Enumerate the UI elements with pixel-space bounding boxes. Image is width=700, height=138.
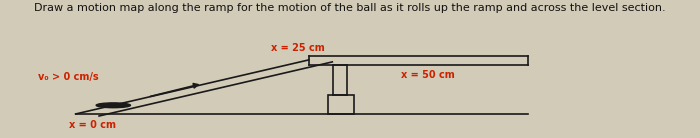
Bar: [328, 95, 354, 114]
Text: x = 25 cm: x = 25 cm: [271, 43, 325, 53]
Text: Draw a motion map along the ramp for the motion of the ball as it rolls up the r: Draw a motion map along the ramp for the…: [34, 3, 666, 13]
Text: x = 50 cm: x = 50 cm: [402, 70, 455, 80]
Text: x = 0 cm: x = 0 cm: [69, 120, 116, 130]
Text: v₀ > 0 cm/s: v₀ > 0 cm/s: [38, 72, 99, 82]
Circle shape: [96, 103, 130, 108]
